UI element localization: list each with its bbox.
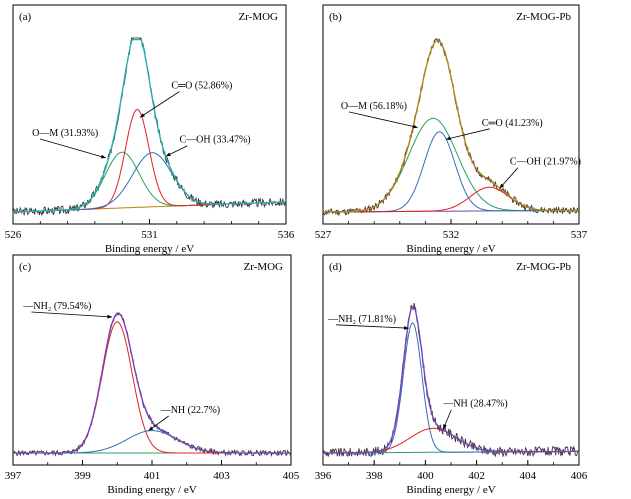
x-tick-label: 537 <box>571 229 588 241</box>
annotation-arrowhead <box>499 183 505 189</box>
annotation-arrow <box>348 111 418 128</box>
x-axis-label: Binding energy / eV <box>406 484 495 496</box>
annotation-arrow <box>445 128 490 140</box>
peak-annotation-label: —NH₂ (79.54%) <box>22 301 91 312</box>
x-tick-label: 526 <box>5 229 22 241</box>
raw-data-line <box>322 303 580 458</box>
peak-component-2 <box>323 131 579 213</box>
annotation-arrowhead <box>165 152 171 157</box>
panel-label: (d) <box>329 261 342 273</box>
peak-annotation-label: O—M (31.93%) <box>32 128 98 139</box>
annotation-arrow <box>336 324 409 329</box>
peak-component-2 <box>13 430 291 454</box>
x-tick-label: 397 <box>5 470 22 482</box>
chart-panel-4: 396 398 400 402 404 406 (d) Zr-MOG-Pb Binding en… <box>315 254 588 496</box>
x-tick-label: 532 <box>443 229 460 241</box>
x-axis-label: Binding energy / eV <box>406 243 495 255</box>
x-tick-label: 406 <box>571 470 588 482</box>
peak-annotation-label: —NH (22.7%) <box>160 405 220 416</box>
x-tick-label: 404 <box>520 470 537 482</box>
x-axis-label: Binding energy / eV <box>107 484 196 496</box>
x-axis-label: Binding energy / eV <box>105 243 194 255</box>
peak-component-2 <box>12 108 286 213</box>
panel-label: (a) <box>19 11 32 23</box>
panel-label: (b) <box>329 11 342 23</box>
x-tick-label: 527 <box>315 229 332 241</box>
raw-data-line <box>12 312 292 458</box>
chart-title: Zr-MOG <box>239 11 279 23</box>
x-tick-label: 398 <box>366 470 383 482</box>
peak-annotation-label: O—M (56.18%) <box>341 101 407 112</box>
chart-title: Zr-MOG <box>244 261 284 273</box>
annotation-arrowhead <box>139 113 145 118</box>
x-tick-label: 403 <box>213 470 230 482</box>
annotation-arrowhead <box>100 154 106 159</box>
annotation-arrowhead <box>445 136 451 141</box>
peak-annotation-label: —NH (28.47%) <box>442 399 507 410</box>
x-tick-label: 405 <box>283 470 300 482</box>
x-tick-label: 531 <box>141 229 158 241</box>
annotation-arrowhead <box>412 124 418 129</box>
peak-component-3 <box>323 186 579 213</box>
x-tick-label: 402 <box>468 470 485 482</box>
fit-envelope-line <box>12 38 286 213</box>
panel-label: (c) <box>19 261 32 273</box>
plot-frame <box>12 254 292 466</box>
peak-annotation-label: C—OH (33.47%) <box>180 135 251 146</box>
chart-title: Zr-MOG-Pb <box>516 11 571 23</box>
peak-annotation-label: C═O (52.86%) <box>171 81 232 92</box>
chart-panel-2: 527 532 537 (b) Zr-MOG-Pb Binding energy / eV… <box>315 4 588 255</box>
raw-data-line <box>12 36 287 217</box>
annotation-arrowhead <box>148 426 154 431</box>
chart-title: Zr-MOG-Pb <box>516 261 571 273</box>
annotation-arrowhead <box>404 326 409 330</box>
annotation-arrow <box>31 311 113 318</box>
x-tick-label: 399 <box>74 470 91 482</box>
peak-annotation-label: C—OH (21.97%) <box>510 157 581 168</box>
fit-envelope-line <box>13 312 291 454</box>
fit-envelope-line <box>323 305 579 454</box>
fit-envelope-line <box>323 39 579 213</box>
annotation-arrowhead <box>107 314 113 319</box>
x-tick-label: 536 <box>278 229 295 241</box>
chart-panel-1: 526 531 536 (a) Zr-MOG Binding energy / eV C═O… <box>5 4 295 255</box>
x-tick-label: 400 <box>417 470 434 482</box>
peak-component-1 <box>13 321 291 454</box>
chart-panel-3: 397 399 401 403 405 (c) Zr-MOG Binding energy /… <box>5 254 300 496</box>
peak-annotation-label: —NH₂ (71.81%) <box>327 314 396 325</box>
x-tick-label: 396 <box>315 470 332 482</box>
peak-annotation-label: C═O (41.23%) <box>482 118 543 129</box>
x-tick-label: 401 <box>144 470 161 482</box>
annotation-arrowhead <box>443 424 447 429</box>
annotation-arrow <box>39 138 106 159</box>
annotation-arrow <box>139 91 180 118</box>
